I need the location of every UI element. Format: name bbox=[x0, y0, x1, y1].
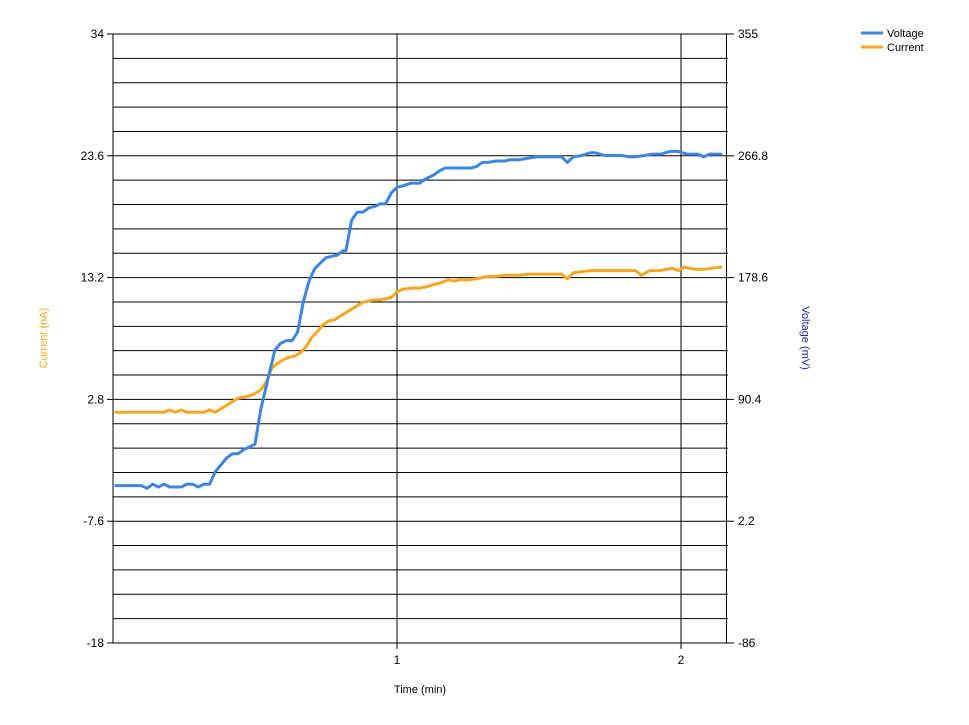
series-line-voltage bbox=[114, 149, 723, 490]
x-tick-label: 2 bbox=[678, 653, 685, 667]
y-left-axis-title: Current (nA) bbox=[38, 308, 50, 369]
y-left-tick-label: 23.6 bbox=[81, 149, 105, 163]
y-left-axis: 34 23.6 13.2 2.8 -7.6 -18 bbox=[81, 27, 113, 650]
plot-area bbox=[114, 149, 723, 490]
series-line-current bbox=[114, 265, 723, 414]
y-left-tick-label: -18 bbox=[87, 636, 105, 650]
grid bbox=[112, 33, 728, 644]
y-left-tick-label: 13.2 bbox=[81, 271, 105, 285]
x-axis-title: Time (min) bbox=[394, 684, 446, 696]
legend-label-current: Current bbox=[887, 42, 924, 54]
y-right-tick-label: 266.8 bbox=[738, 149, 768, 163]
legend-label-voltage: Voltage bbox=[887, 28, 924, 40]
y-left-tick-label: 2.8 bbox=[87, 392, 104, 406]
y-right-tick-label: 2.2 bbox=[738, 514, 755, 528]
y-left-tick-label: -7.6 bbox=[83, 514, 104, 528]
y-right-tick-label: -86 bbox=[738, 636, 756, 650]
y-right-tick-label: 355 bbox=[738, 27, 758, 41]
y-right-tick-label: 90.4 bbox=[738, 392, 762, 406]
y-right-tick-label: 178.6 bbox=[738, 271, 768, 285]
y-right-axis-title: Voltage (mV) bbox=[799, 306, 811, 370]
y-left-tick-label: 34 bbox=[91, 27, 105, 41]
legend: Voltage Current bbox=[861, 28, 924, 54]
y-right-axis: 355 266.8 178.6 90.4 2.2 -86 bbox=[728, 27, 768, 650]
x-tick-label: 1 bbox=[394, 653, 401, 667]
